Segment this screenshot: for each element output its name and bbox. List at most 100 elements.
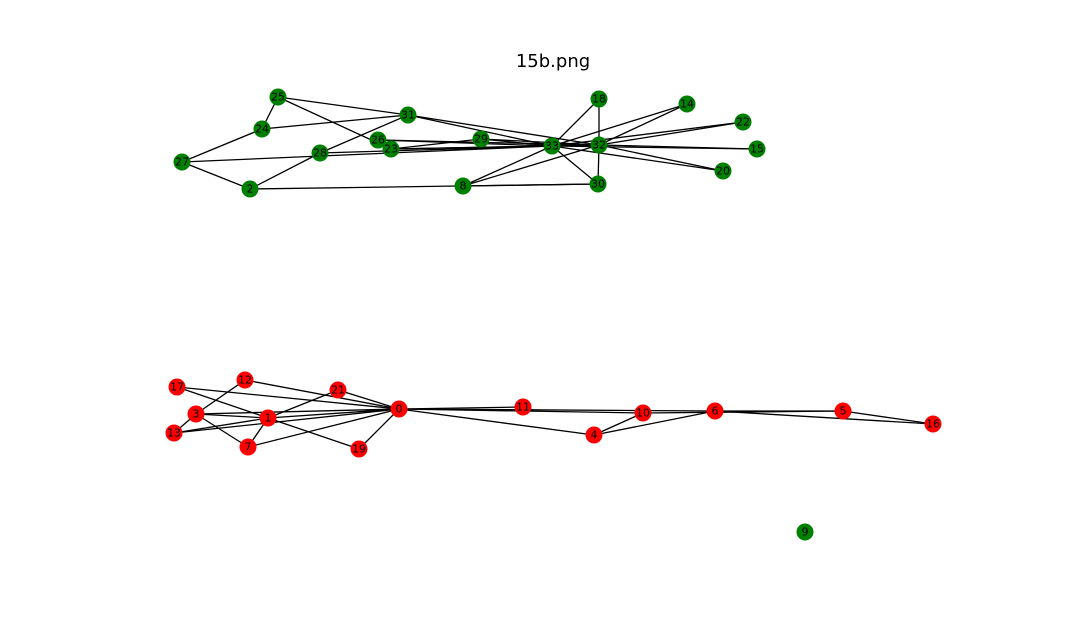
node-0: 0 [390,400,408,418]
node-circle-14 [678,95,696,113]
edge-4-10 [593,412,644,436]
node-label: 32 [592,139,606,152]
edge-0-17 [176,386,400,410]
node-25: 25 [269,88,287,106]
node-14: 14 [678,95,696,113]
node-32: 32 [590,136,608,154]
node-label: 18 [592,93,606,106]
node-circle-12 [236,371,254,389]
node-label: 2 [247,183,254,196]
node-21: 21 [329,381,347,399]
node-circle-22 [734,113,752,131]
edge-1-19 [267,417,360,450]
node-2: 2 [241,180,259,198]
node-23: 23 [382,140,400,158]
node-label: 17 [170,381,184,394]
node-label: 0 [396,403,403,416]
node-circle-19 [350,440,368,458]
node-22: 22 [734,113,752,131]
node-13: 13 [165,424,183,442]
node-circle-10 [634,404,652,422]
node-circle-31 [399,106,417,124]
node-label: 12 [238,374,252,387]
node-30: 30 [589,175,607,193]
edge-1-3 [195,413,269,419]
edge-8-30 [462,183,599,187]
node-1: 1 [259,409,277,427]
edge-31-32 [407,114,600,146]
node-label: 15 [750,143,764,156]
edge-0-3 [195,408,400,415]
edge-0-1 [267,408,400,419]
edge-14-33 [551,103,688,147]
node-circle-8 [454,177,472,195]
node-circle-0 [390,400,408,418]
edge-30-33 [551,145,599,185]
edge-1-17 [176,386,269,419]
edge-28-33 [319,145,553,154]
edge-0-21 [337,389,400,410]
edge-2-27 [181,161,251,190]
node-circle-11 [514,398,532,416]
edge-6-16 [714,410,934,425]
node-label: 16 [926,418,940,431]
node-label: 22 [736,116,750,129]
node-circle-26 [369,131,387,149]
node-circle-17 [168,378,186,396]
node-circle-25 [269,88,287,106]
node-6: 6 [706,402,724,420]
node-circle-13 [165,424,183,442]
edge-1-13 [173,417,269,434]
node-33: 33 [543,137,561,155]
edge-29-32 [480,138,600,146]
node-label: 9 [802,526,809,539]
edge-0-13 [173,408,400,434]
edge-29-33 [480,138,553,147]
node-10: 10 [634,404,652,422]
node-3: 3 [187,405,205,423]
edge-22-32 [598,121,744,146]
node-circle-1 [259,409,277,427]
edge-8-32 [462,144,600,187]
node-27: 27 [173,153,191,171]
node-circle-32 [590,136,608,154]
node-circle-24 [253,120,271,138]
node-label: 11 [516,401,530,414]
edge-23-29 [390,138,482,150]
edge-20-33 [551,145,724,172]
node-circle-2 [241,180,259,198]
edge-0-4 [398,408,595,436]
node-7: 7 [239,438,257,456]
node-label: 1 [265,412,272,425]
edge-4-6 [593,410,716,436]
edge-24-31 [261,114,409,130]
node-circle-16 [924,415,942,433]
node-label: 27 [175,156,189,169]
node-circle-21 [329,381,347,399]
edge-1-21 [267,389,339,419]
node-9: 9 [796,523,814,541]
node-label: 7 [245,441,252,454]
edge-15-33 [551,145,758,150]
edge-0-11 [398,406,524,410]
edge-27-24 [181,128,263,163]
node-label: 23 [384,143,398,156]
node-12: 12 [236,371,254,389]
node-label: 31 [401,109,415,122]
edge-5-16 [842,410,934,425]
node-label: 25 [271,91,285,104]
node-20: 20 [714,162,732,180]
node-18: 18 [590,90,608,108]
node-label: 5 [840,405,847,418]
node-circle-3 [187,405,205,423]
edge-18-33 [551,98,600,147]
node-28: 28 [311,144,329,162]
node-circle-7 [239,438,257,456]
edge-27-33 [181,145,553,163]
node-circle-29 [472,130,490,148]
edge-0-7 [247,408,400,448]
node-label: 10 [636,407,650,420]
node-label: 8 [460,180,467,193]
node-label: 19 [352,443,366,456]
node-circle-30 [589,175,607,193]
